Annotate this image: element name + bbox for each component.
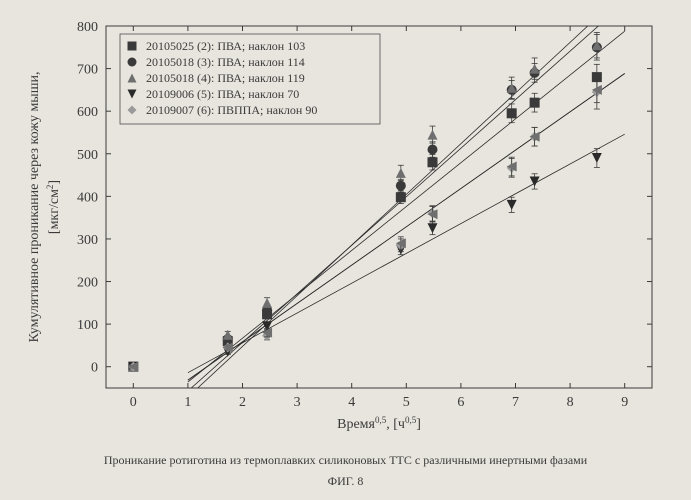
- svg-text:400: 400: [77, 190, 98, 205]
- page-root: 0 1 2 3 4 5 6 7 8 9 0 100 200 300 400 500 600 700 800 Кумул…: [0, 0, 691, 500]
- svg-text:8: 8: [567, 395, 574, 410]
- svg-text:6: 6: [457, 395, 464, 410]
- svg-text:20105018 (3): ПВА; наклон 114: 20105018 (3): ПВА; наклон 114: [146, 55, 305, 69]
- svg-text:300: 300: [77, 233, 98, 248]
- svg-text:800: 800: [77, 20, 98, 35]
- svg-text:500: 500: [77, 148, 98, 163]
- svg-text:20105025 (2): ПВА; наклон 103: 20105025 (2): ПВА; наклон 103: [146, 39, 305, 53]
- svg-text:9: 9: [621, 395, 628, 410]
- figure-caption: Проникание ротиготина из термоплавких си…: [0, 452, 691, 490]
- svg-text:1: 1: [184, 395, 191, 410]
- svg-text:600: 600: [77, 105, 98, 120]
- svg-text:3: 3: [294, 395, 301, 410]
- caption-line-1: Проникание ротиготина из термоплавких си…: [0, 452, 691, 469]
- svg-text:5: 5: [403, 395, 410, 410]
- svg-text:200: 200: [77, 276, 98, 291]
- svg-text:0: 0: [91, 361, 98, 376]
- svg-text:0: 0: [130, 395, 137, 410]
- chart-area: 0 1 2 3 4 5 6 7 8 9 0 100 200 300 400 500 600 700 800 Кумул…: [20, 8, 670, 438]
- svg-text:700: 700: [77, 63, 98, 78]
- svg-text:7: 7: [512, 395, 519, 410]
- svg-text:100: 100: [77, 318, 98, 333]
- svg-text:20109007 (6): ПВППА; наклон 90: 20109007 (6): ПВППА; наклон 90: [146, 103, 317, 117]
- svg-text:20109006 (5): ПВА; наклон 70: 20109006 (5): ПВА; наклон 70: [146, 87, 299, 101]
- caption-line-2: ФИГ. 8: [0, 473, 691, 490]
- scatter-chart-svg: 0 1 2 3 4 5 6 7 8 9 0 100 200 300 400 500 600 700 800 Кумул…: [20, 8, 670, 438]
- svg-text:4: 4: [348, 395, 355, 410]
- svg-text:Кумулятивное проникание через: Кумулятивное проникание через кожу мыши,: [27, 72, 42, 343]
- svg-text:2: 2: [239, 395, 246, 410]
- svg-text:20105018 (4): ПВА; наклон 119: 20105018 (4): ПВА; наклон 119: [146, 71, 305, 85]
